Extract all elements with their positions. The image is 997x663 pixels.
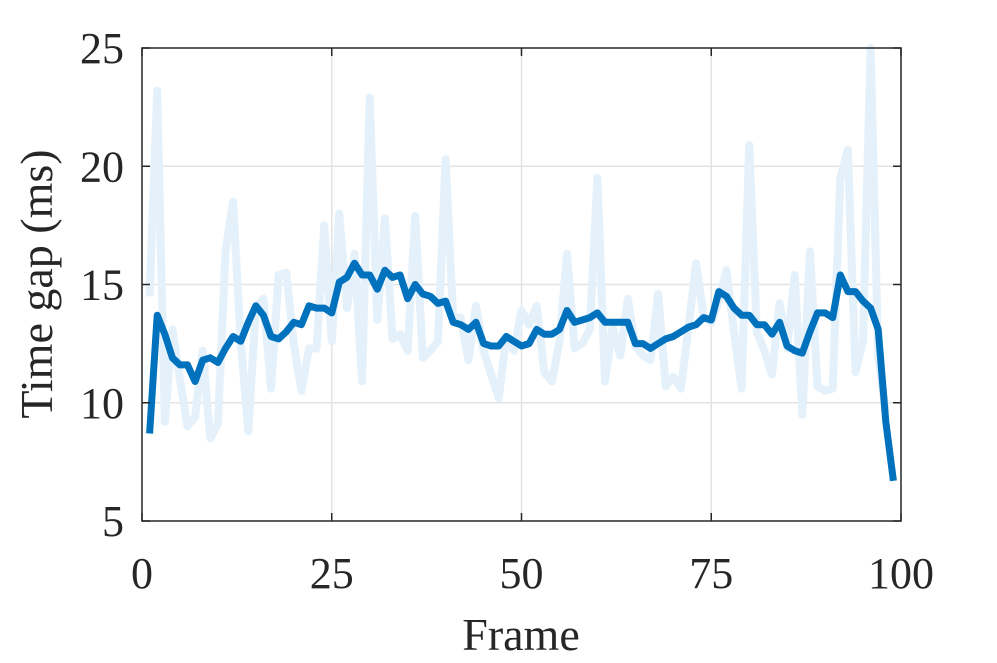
series-line-raw: [145, 44, 890, 443]
series-line-smoothed: [146, 259, 897, 482]
y-axis-label: Time gap (ms): [11, 149, 62, 418]
x-tick-label: 75: [689, 549, 733, 598]
tick-marks: [141, 47, 902, 522]
x-tick-label: 50: [500, 549, 544, 598]
y-tick-label: 5: [102, 497, 124, 546]
grid-lines: [142, 48, 901, 521]
x-tick-labels: 0 25 50 75 100: [131, 549, 934, 598]
x-tick-label: 0: [131, 549, 153, 598]
y-tick-label: 15: [80, 261, 124, 310]
y-tick-label: 20: [80, 142, 124, 191]
y-tick-labels: 5 10 15 20 25: [80, 24, 124, 546]
x-tick-label: 25: [310, 549, 354, 598]
y-tick-label: 10: [80, 379, 124, 428]
x-tick-label: 100: [868, 549, 934, 598]
series-group: [145, 44, 897, 482]
x-axis-label: Frame: [462, 609, 580, 660]
y-tick-label: 25: [80, 24, 124, 73]
